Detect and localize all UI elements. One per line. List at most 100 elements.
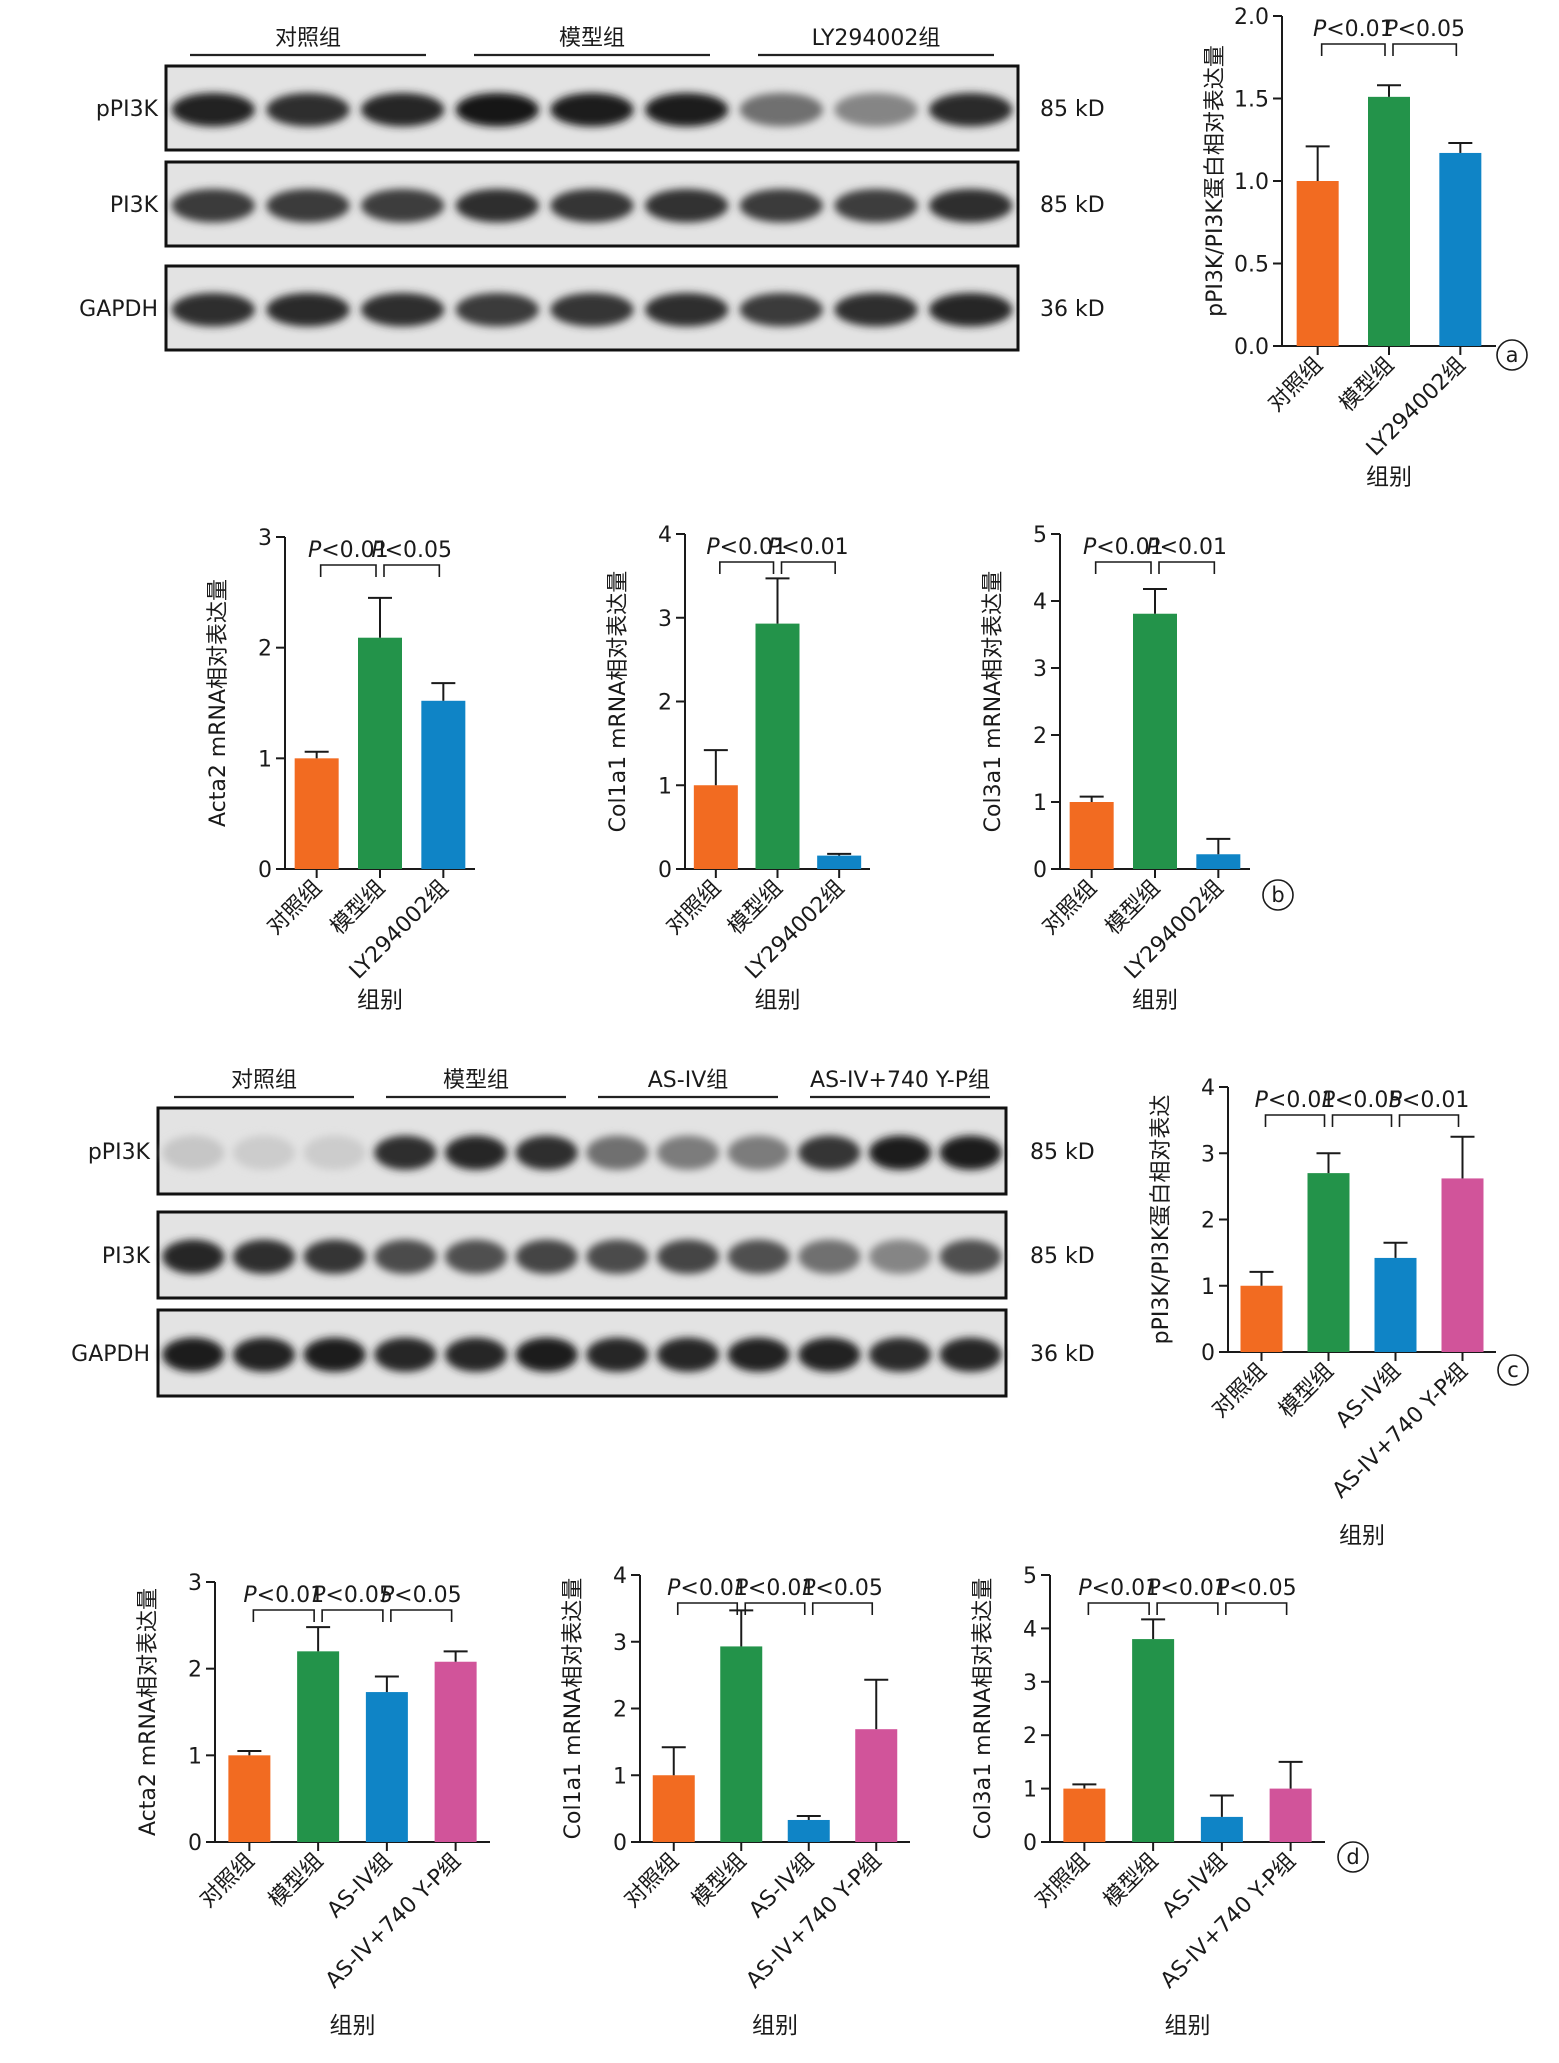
blot-band xyxy=(656,1337,720,1372)
blot-band xyxy=(361,292,445,327)
x-tick-label: 模型组 xyxy=(687,1849,751,1913)
bar xyxy=(1368,96,1410,346)
significance-bracket xyxy=(719,561,775,574)
y-tick-label: 0 xyxy=(658,858,672,883)
y-tick-label: 1.5 xyxy=(1234,88,1269,113)
y-tick-label: 3 xyxy=(613,1631,627,1656)
x-tick-label: 对照组 xyxy=(620,1849,684,1913)
x-tick-label: AS-IV+740 Y-P组 xyxy=(1156,1849,1301,1994)
x-tick-label: 对照组 xyxy=(1030,1849,1094,1913)
significance-label: P<0.01 xyxy=(735,1576,816,1601)
blot-band xyxy=(455,92,539,127)
significance-bracket xyxy=(383,564,441,577)
panel-label: d xyxy=(1346,1845,1359,1869)
y-tick-label: 2 xyxy=(1201,1209,1215,1234)
y-tick-label: 2 xyxy=(613,1698,627,1723)
y-tick-label: 3 xyxy=(1023,1671,1037,1696)
significance-bracket xyxy=(1264,1114,1326,1127)
blot-group-label: AS-IV组 xyxy=(648,1068,729,1093)
y-tick-label: 3 xyxy=(658,607,672,632)
y-tick-label: 4 xyxy=(1201,1076,1215,1101)
blot-group-label: LY294002组 xyxy=(812,26,941,51)
panel-label: a xyxy=(1506,343,1519,367)
blot-band xyxy=(586,1337,649,1372)
x-axis-label: 组别 xyxy=(357,988,403,1014)
y-tick-label: 0 xyxy=(1201,1341,1215,1366)
blot-band xyxy=(798,1135,861,1170)
significance-label: P<0.01 xyxy=(1389,1088,1470,1113)
significance-label: P<0.01 xyxy=(768,535,849,560)
x-tick-label: 对照组 xyxy=(195,1849,259,1913)
blot-size-label: 85 kD xyxy=(1030,1244,1095,1269)
blot-row-label: pPI3K xyxy=(88,1140,151,1165)
blot-group-label: 模型组 xyxy=(443,1068,509,1093)
bar xyxy=(1063,1788,1106,1842)
blot-band xyxy=(266,292,350,327)
blot-band xyxy=(739,188,823,223)
y-tick-label: 1 xyxy=(613,1764,627,1789)
bar xyxy=(1240,1285,1283,1352)
blot-size-label: 85 kD xyxy=(1030,1140,1095,1165)
blot-band xyxy=(444,1337,508,1372)
y-tick-label: 4 xyxy=(658,523,672,548)
blot-size-label: 36 kD xyxy=(1030,1342,1095,1367)
y-tick-label: 2.0 xyxy=(1234,5,1269,30)
bar xyxy=(1196,854,1241,869)
blot-band xyxy=(444,1135,508,1170)
blot-band xyxy=(929,188,1013,223)
y-axis-label: pPI3K/PI3K蛋白相对表达 xyxy=(1149,1095,1174,1345)
y-tick-label: 3 xyxy=(188,1571,202,1596)
significance-label: P<0.01 xyxy=(1313,17,1394,42)
bar xyxy=(693,785,738,869)
significance-label: P<0.05 xyxy=(312,1583,393,1608)
blot-row-ppi3k xyxy=(156,1106,1008,1196)
western-blot-c: 对照组 模型组 AS-IV组 AS-IV+740 Y-P组 pPI3K 85 kD PI3K… xyxy=(71,1068,1095,1398)
y-tick-label: 0 xyxy=(258,858,272,883)
bar xyxy=(1296,181,1339,346)
western-blot-a: 对照组 模型组 LY294002组 pPI3K 85 kD PI3K 85 kD GAPDH 3… xyxy=(79,26,1105,352)
blot-band xyxy=(550,292,634,327)
bar xyxy=(652,1775,695,1842)
blot-row-label: GAPDH xyxy=(79,297,158,322)
x-tick-label: 对照组 xyxy=(662,876,726,940)
x-tick-label: 对照组 xyxy=(1038,876,1102,940)
blot-band xyxy=(303,1135,366,1170)
y-tick-label: 2 xyxy=(658,691,672,716)
bar xyxy=(1441,1178,1484,1352)
significance-label: P<0.01 xyxy=(1147,1576,1228,1601)
blot-band xyxy=(303,1337,366,1372)
blot-size-label: 36 kD xyxy=(1040,297,1105,322)
blot-group-label: 模型组 xyxy=(559,26,625,51)
blot-band xyxy=(739,292,823,327)
blot-band xyxy=(171,188,255,223)
significance-bracket xyxy=(676,1602,739,1615)
significance-bracket xyxy=(1225,1602,1288,1615)
blot-band xyxy=(162,1135,225,1170)
blot-group-label: AS-IV+740 Y-P组 xyxy=(810,1068,990,1093)
blot-band xyxy=(798,1337,861,1372)
blot-band xyxy=(727,1337,790,1372)
blot-band xyxy=(798,1239,861,1274)
x-tick-label: 对照组 xyxy=(263,876,327,940)
y-axis-label: Col3a1 mRNA相对表达量 xyxy=(971,1578,996,1840)
x-tick-label: 模型组 xyxy=(1099,1849,1163,1913)
blot-row-ppi3k xyxy=(164,64,1020,152)
panel-labels: a b c d xyxy=(1262,339,1529,1873)
significance-bracket xyxy=(319,564,377,577)
blot-band xyxy=(515,1135,578,1170)
blot-band xyxy=(232,1337,296,1372)
bar xyxy=(1269,1788,1312,1842)
panel-label: b xyxy=(1271,883,1284,907)
bar xyxy=(720,1646,763,1842)
blot-band xyxy=(929,92,1013,127)
blot-row-gapdh xyxy=(156,1308,1008,1398)
blot-band xyxy=(162,1337,225,1372)
y-tick-label: 1 xyxy=(1033,791,1047,816)
bar xyxy=(228,1755,271,1842)
y-axis-label: pPI3K/PI3K蛋白相对表达量 xyxy=(1203,45,1228,317)
significance-label: P<0.05 xyxy=(802,1576,883,1601)
blot-band xyxy=(834,292,918,327)
